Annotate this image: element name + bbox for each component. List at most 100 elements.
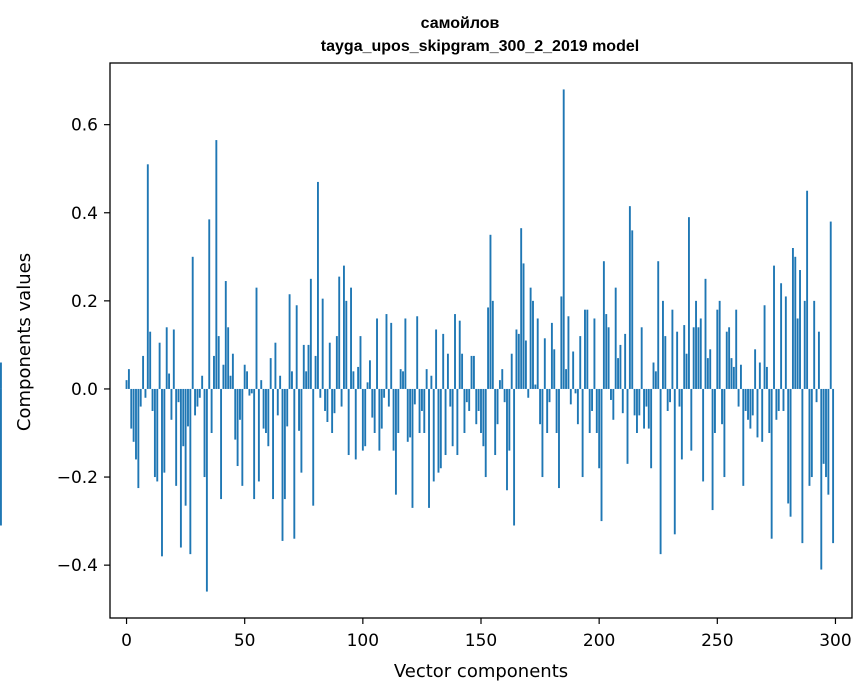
x-tick-label: 100 bbox=[347, 631, 379, 651]
bar-181 bbox=[553, 349, 556, 389]
bar-288 bbox=[806, 190, 809, 389]
bar-272 bbox=[768, 388, 771, 433]
bar-168 bbox=[522, 263, 525, 389]
bar-81 bbox=[317, 181, 319, 389]
bar-210 bbox=[621, 388, 624, 414]
y-tick-label: 0.4 bbox=[71, 204, 98, 224]
bar-28 bbox=[191, 256, 194, 389]
bar-123 bbox=[416, 316, 419, 389]
bar-214 bbox=[631, 230, 634, 389]
bar-96 bbox=[352, 371, 355, 389]
bar-33 bbox=[203, 388, 206, 478]
bar-218 bbox=[640, 327, 643, 389]
bar-38 bbox=[215, 140, 218, 389]
bar-29 bbox=[194, 388, 197, 416]
bar-205 bbox=[610, 388, 612, 400]
bar-64 bbox=[276, 388, 279, 416]
bar-4 bbox=[135, 388, 137, 460]
bar-160 bbox=[503, 388, 506, 403]
bar-18 bbox=[168, 373, 171, 389]
bar-201 bbox=[600, 388, 603, 522]
bar-262 bbox=[744, 388, 747, 411]
bar-211 bbox=[624, 333, 627, 389]
bar-155 bbox=[491, 300, 494, 389]
bar-176 bbox=[541, 388, 544, 478]
bar-199 bbox=[595, 388, 598, 433]
bar-269 bbox=[761, 388, 764, 442]
bar-111 bbox=[387, 388, 390, 407]
bar-230 bbox=[669, 388, 671, 403]
bar-32 bbox=[201, 375, 204, 389]
bar-128 bbox=[428, 388, 430, 508]
bar-154 bbox=[489, 234, 492, 389]
bar-284 bbox=[796, 318, 799, 389]
bar-244 bbox=[702, 388, 705, 482]
bar-34 bbox=[205, 388, 208, 592]
bar-124 bbox=[418, 388, 421, 433]
bar-127 bbox=[425, 369, 428, 389]
bar-59 bbox=[265, 388, 267, 433]
bar-26 bbox=[187, 388, 189, 427]
bar-219 bbox=[643, 388, 645, 429]
bar-142 bbox=[461, 353, 464, 389]
bar-279 bbox=[784, 296, 787, 389]
bar-238 bbox=[688, 217, 690, 389]
bar-73 bbox=[298, 388, 300, 431]
bar-9 bbox=[146, 164, 149, 389]
chart-subtitle: tayga_upos_skipgram_300_2_2019 model bbox=[321, 38, 639, 55]
bar-105 bbox=[373, 388, 376, 433]
bar-235 bbox=[680, 388, 683, 460]
bar-174 bbox=[536, 318, 539, 389]
bar-280 bbox=[787, 388, 790, 504]
x-tick-label: 0 bbox=[121, 631, 132, 651]
bar-75 bbox=[302, 344, 305, 389]
bar-173 bbox=[534, 384, 537, 389]
bar-13 bbox=[156, 388, 159, 482]
bar-84 bbox=[324, 388, 326, 411]
bar-22 bbox=[177, 388, 180, 403]
bar-150 bbox=[480, 388, 482, 433]
bar-51 bbox=[246, 371, 248, 389]
bar-224 bbox=[654, 371, 657, 389]
x-tick-label: 200 bbox=[583, 631, 615, 651]
bar-104 bbox=[371, 388, 374, 418]
bar-126 bbox=[423, 388, 426, 433]
y-tick-label: −0.4 bbox=[57, 556, 98, 576]
bar-25 bbox=[184, 388, 187, 506]
y-tick-label: 0.0 bbox=[71, 380, 98, 400]
bar-192 bbox=[579, 336, 582, 389]
bar-296 bbox=[825, 388, 827, 478]
bar-260 bbox=[739, 364, 742, 389]
x-tick-label: 300 bbox=[819, 631, 851, 651]
bar-152 bbox=[484, 388, 487, 478]
bar-65 bbox=[279, 375, 282, 389]
bar-157 bbox=[496, 388, 499, 425]
bar-161 bbox=[506, 388, 508, 491]
bar-162 bbox=[508, 388, 511, 451]
bar-10 bbox=[149, 331, 152, 389]
bar-63 bbox=[274, 342, 277, 389]
x-tick-label: 150 bbox=[465, 631, 497, 651]
bar-69 bbox=[288, 294, 291, 389]
bar-178 bbox=[546, 388, 549, 433]
bar-62 bbox=[272, 388, 274, 500]
bar-39 bbox=[217, 336, 220, 389]
bar-237 bbox=[685, 353, 688, 389]
bar-231 bbox=[671, 309, 674, 389]
bar-236 bbox=[683, 325, 686, 389]
bar-283 bbox=[794, 256, 797, 389]
y-tick-label: −0.2 bbox=[57, 468, 98, 488]
bar-35 bbox=[208, 219, 211, 389]
bar-246 bbox=[706, 358, 709, 389]
bar-293 bbox=[817, 331, 820, 389]
bar-286 bbox=[801, 388, 804, 544]
bar-114 bbox=[394, 388, 397, 495]
bar-282 bbox=[791, 248, 794, 389]
bar-undefined bbox=[0, 388, 2, 526]
bar-189 bbox=[572, 351, 575, 389]
bar-232 bbox=[673, 388, 676, 535]
bar-46 bbox=[234, 388, 237, 440]
bar-139 bbox=[454, 314, 456, 389]
bar-263 bbox=[747, 388, 749, 420]
x-tick-label: 250 bbox=[701, 631, 733, 651]
